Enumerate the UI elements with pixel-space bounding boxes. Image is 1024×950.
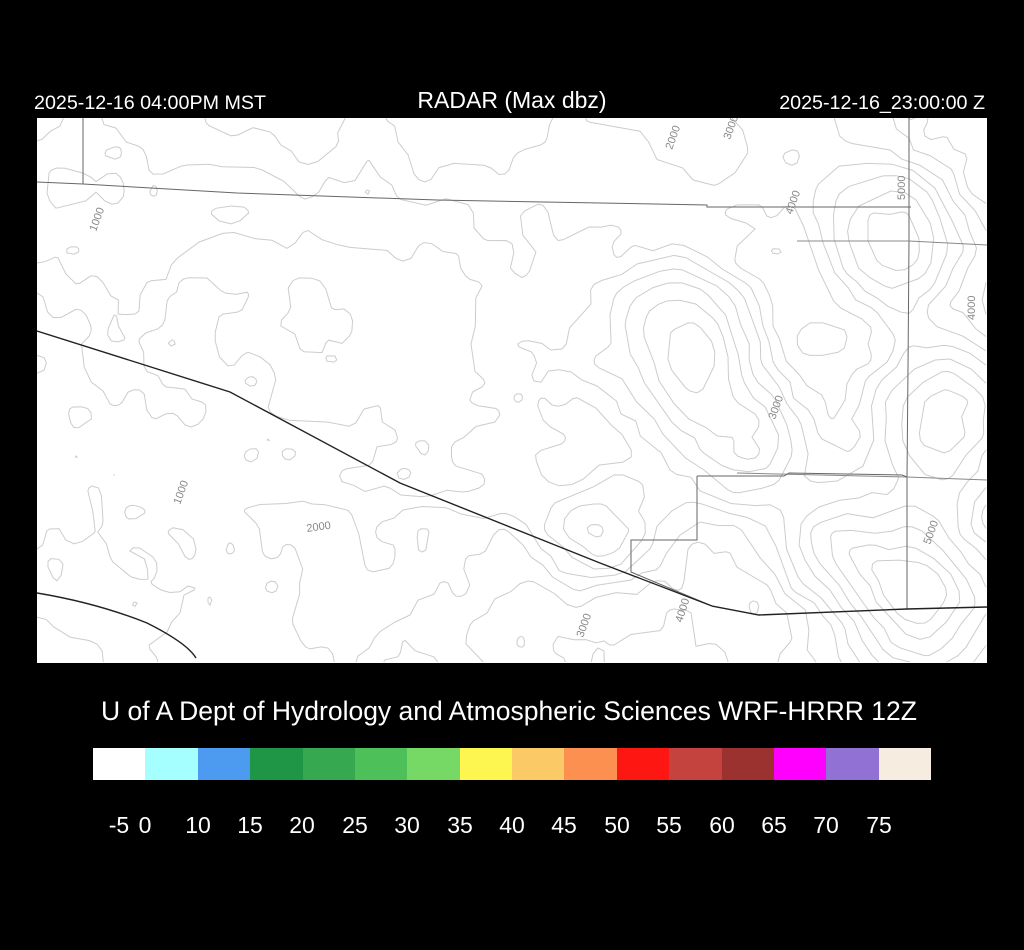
svg-text:5000: 5000 bbox=[896, 176, 908, 200]
svg-text:4000: 4000 bbox=[966, 296, 978, 320]
